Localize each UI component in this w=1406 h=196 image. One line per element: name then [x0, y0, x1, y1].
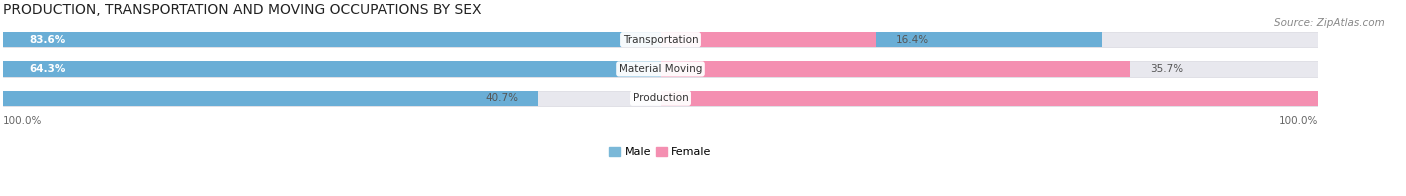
Text: 100.0%: 100.0% [3, 116, 42, 126]
Bar [661, 61, 1130, 77]
Text: 40.7%: 40.7% [485, 93, 519, 103]
Text: Source: ZipAtlas.com: Source: ZipAtlas.com [1274, 18, 1385, 28]
Text: PRODUCTION, TRANSPORTATION AND MOVING OCCUPATIONS BY SEX: PRODUCTION, TRANSPORTATION AND MOVING OC… [3, 3, 481, 17]
Bar [3, 32, 1319, 47]
Text: Material Moving: Material Moving [619, 64, 702, 74]
Text: 35.7%: 35.7% [1150, 64, 1182, 74]
Bar [3, 91, 1319, 106]
Text: Production: Production [633, 93, 689, 103]
Legend: Male, Female: Male, Female [605, 142, 716, 162]
Bar [3, 32, 1102, 47]
Bar [3, 61, 1319, 77]
Bar [661, 32, 876, 47]
Text: 16.4%: 16.4% [896, 35, 929, 45]
Text: 83.6%: 83.6% [30, 35, 65, 45]
Bar [661, 91, 1406, 106]
Bar [3, 61, 849, 77]
Text: 64.3%: 64.3% [30, 64, 66, 74]
Text: 100.0%: 100.0% [1279, 116, 1319, 126]
Text: 59.3%: 59.3% [1385, 93, 1406, 103]
Text: Transportation: Transportation [623, 35, 699, 45]
Bar [3, 91, 538, 106]
